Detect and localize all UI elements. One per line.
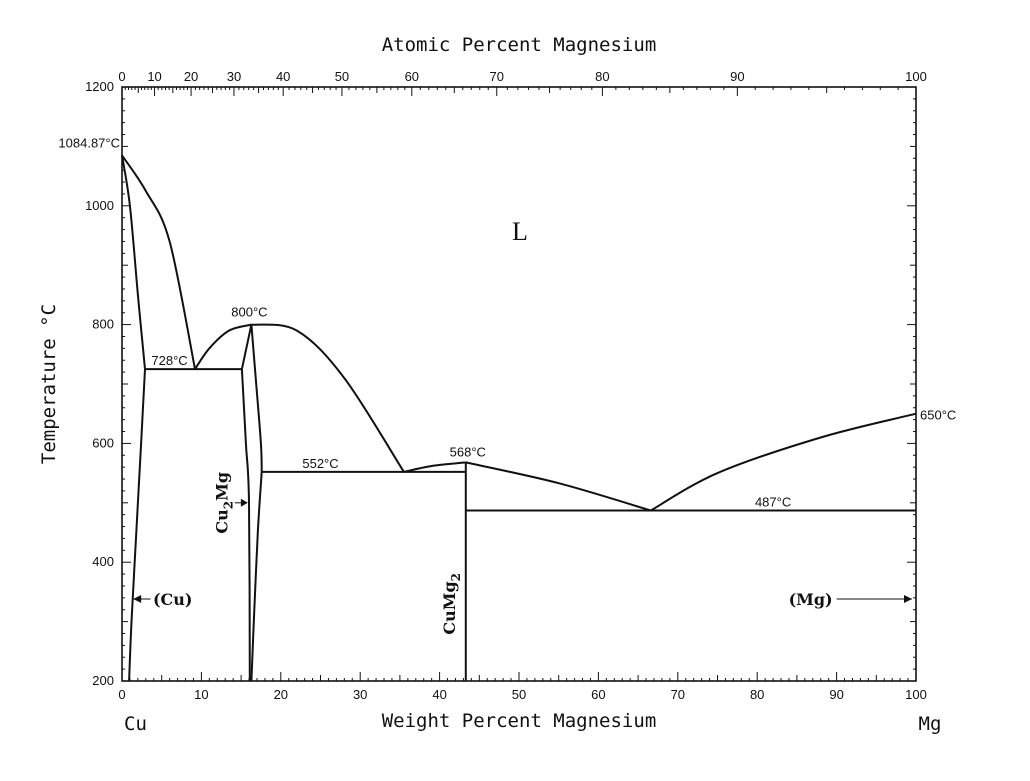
x2-tick-label: 80 [595, 69, 609, 84]
x-tick-label: 90 [829, 687, 843, 702]
x-tick-label: 100 [905, 687, 927, 702]
x-tick-label: 20 [274, 687, 288, 702]
phase-boundaries [121, 154, 917, 682]
y-tick-label: 200 [92, 673, 114, 688]
phase-boundary [250, 324, 263, 472]
tick-labels: 0 10 20 30 40 50 60 70 80 90 100200400600800100012… [85, 69, 927, 702]
x2-tick-label: 0 [118, 69, 125, 84]
temperature-annotation: 800°C [231, 305, 267, 320]
temperature-annotation: 650°C [920, 408, 956, 423]
phase-boundary [240, 324, 253, 370]
x-tick-label: 0 [118, 687, 125, 702]
phase-boundary [403, 461, 466, 473]
x2-tick-label: 90 [730, 69, 744, 84]
temperature-annotation: 728°C [151, 353, 187, 368]
x2-tick-label: 60 [405, 69, 419, 84]
right-end-label: Mg [919, 713, 942, 735]
temperature-annotation: 552°C [302, 456, 338, 471]
y-tick-label: 800 [92, 317, 114, 332]
phase-label-cu2mg: Cu2Mg [212, 472, 235, 534]
y-tick-label: 1000 [85, 198, 114, 213]
phase-boundary [650, 412, 917, 512]
phase-boundary [250, 471, 263, 682]
y-tick-label: 600 [92, 435, 114, 450]
phase-boundary [240, 369, 251, 682]
temperature-annotation: 1084.87°C [58, 135, 120, 150]
y-axis-title: Temperature °C [38, 304, 60, 464]
x-tick-label: 80 [750, 687, 764, 702]
phase-boundary [465, 461, 652, 512]
phase-boundary [194, 323, 252, 370]
arrow-head [240, 498, 248, 507]
phase-label-cu: (Cu) [153, 590, 193, 609]
x2-tick-label: 30 [227, 69, 241, 84]
phase-boundary [251, 323, 405, 473]
left-end-label: Cu [124, 713, 147, 735]
annotations: 1084.87°C 728°C 800°C 552°C 568°C 650°C 487°C (… [58, 135, 956, 634]
phase-boundary [128, 369, 146, 682]
phase-label-mg: (Mg) [789, 590, 833, 609]
x-tick-label: 70 [671, 687, 685, 702]
x-tick-label: 30 [353, 687, 367, 702]
y-tick-label: 1200 [85, 79, 114, 94]
y-tick-label: 400 [92, 554, 114, 569]
x-tick-label: 60 [591, 687, 605, 702]
arrow-head [133, 595, 142, 604]
phase-label-liquid: L [512, 217, 528, 246]
x2-tick-label: 70 [490, 69, 504, 84]
phase-boundary [121, 155, 146, 370]
x2-tick-label: 10 [147, 69, 161, 84]
x2-axis-title: Atomic Percent Magnesium [382, 34, 657, 56]
temperature-annotation: 568°C [450, 444, 486, 459]
x-tick-label: 10 [194, 687, 208, 702]
phase-label-cumg2: CuMg2 [440, 573, 463, 635]
x2-tick-label: 20 [184, 69, 198, 84]
x2-tick-label: 40 [276, 69, 290, 84]
x2-tick-label: 50 [335, 69, 349, 84]
arrow-head [904, 595, 912, 604]
x-tick-label: 50 [512, 687, 526, 702]
x2-tick-label: 100 [905, 69, 927, 84]
x-tick-label: 40 [432, 687, 446, 702]
temperature-annotation: 487°C [755, 495, 791, 510]
phase-boundary [121, 154, 196, 370]
x-axis-title: Weight Percent Magnesium [382, 710, 657, 732]
